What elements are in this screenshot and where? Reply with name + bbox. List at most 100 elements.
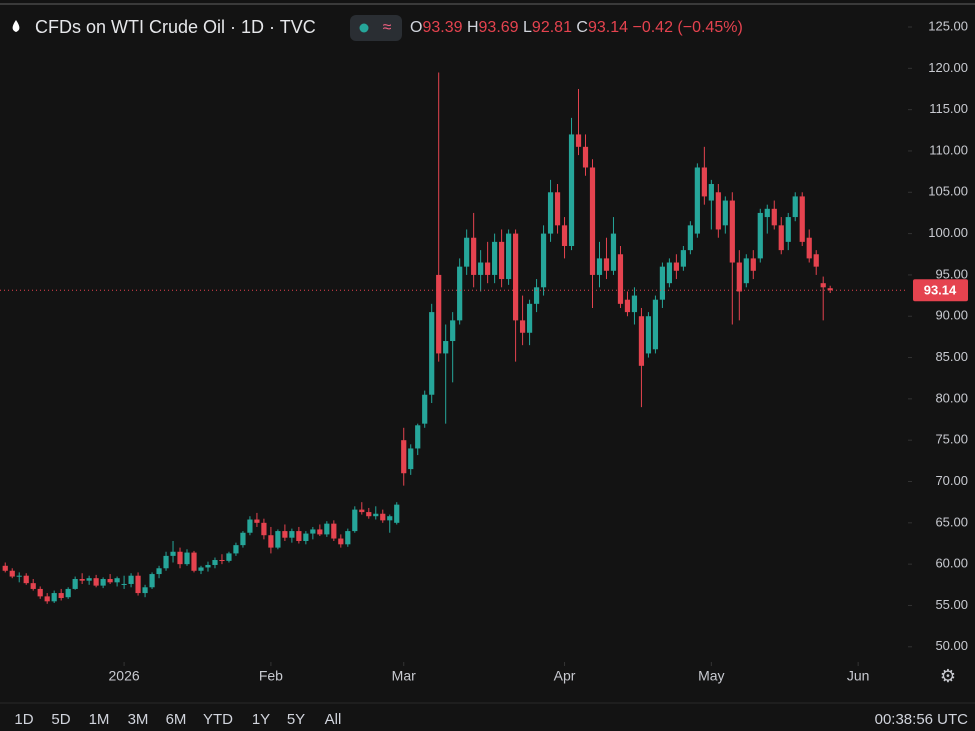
candle-body [219, 560, 225, 562]
range-button[interactable]: 1M [89, 711, 110, 728]
candle-body [373, 513, 379, 517]
candle-body [771, 208, 777, 226]
candle-body [687, 225, 693, 251]
candle-body [610, 233, 617, 271]
candle-body [191, 552, 197, 571]
y-tick-label: 75.00 [935, 432, 968, 447]
candle-body [352, 509, 358, 532]
candle-body [156, 568, 162, 575]
ohlc-legend: O93.39 H93.69 L92.81 C93.14 −0.42 (−0.45… [410, 19, 743, 36]
candle-body [366, 512, 372, 517]
range-button[interactable]: 1D [14, 711, 33, 728]
candle-body [436, 274, 442, 354]
ohlc-value: 93.69 [479, 19, 519, 36]
range-button[interactable]: All [325, 711, 342, 728]
candle-body [694, 167, 700, 234]
candle-body [408, 448, 414, 470]
candle-body [540, 233, 547, 288]
candle-body [163, 555, 169, 569]
y-tick-label: 65.00 [935, 514, 968, 529]
candle-body [65, 588, 71, 598]
candle-body [506, 233, 512, 280]
candle-body [443, 341, 449, 354]
y-tick-label: 50.00 [935, 638, 968, 653]
candle-body [268, 535, 274, 548]
candle-body [603, 258, 610, 271]
candle-body [492, 241, 498, 275]
candle-body [9, 570, 15, 577]
candle-body [226, 553, 232, 561]
candle-body [464, 237, 470, 267]
candle-body [478, 262, 484, 275]
candle-body [2, 565, 8, 571]
candle-body [338, 538, 344, 545]
candle-body [778, 225, 784, 251]
candle-body [44, 596, 50, 602]
range-button[interactable]: 1Y [252, 711, 270, 728]
candle-body [526, 303, 533, 333]
candle-body [289, 531, 295, 538]
settings-icon[interactable]: ⚙ [940, 666, 956, 686]
candle-body [212, 560, 218, 565]
candle-body [785, 217, 791, 242]
candle-body [568, 134, 575, 246]
candle-body [589, 167, 596, 275]
x-tick-label: 2026 [109, 668, 140, 684]
range-button[interactable]: 5D [51, 711, 70, 728]
candle-body [58, 593, 64, 599]
ohlc-value: 93.14 [588, 19, 628, 36]
status-badge [350, 15, 402, 41]
candle-body [729, 200, 735, 263]
candle-body [275, 531, 281, 548]
candle-body [813, 254, 819, 267]
candle-body [86, 578, 92, 581]
x-tick-label: Mar [392, 668, 416, 684]
candle-body [37, 588, 43, 597]
candle-body [170, 551, 176, 556]
candle-body [415, 425, 421, 449]
y-tick-label: 125.00 [928, 18, 968, 33]
candle-body [799, 196, 805, 242]
clock: 00:38:56 UTC [875, 711, 969, 728]
candle-body [575, 134, 582, 147]
candle-body [93, 578, 99, 586]
range-button[interactable]: YTD [203, 711, 233, 728]
candle-body [750, 258, 756, 271]
candle-body [296, 531, 302, 542]
candle-body [394, 504, 400, 523]
candle-body [16, 575, 22, 577]
x-tick-label: Apr [554, 668, 576, 684]
candle-body [617, 254, 624, 304]
y-tick-label: 105.00 [928, 184, 968, 199]
candle-body [23, 575, 29, 584]
y-tick-label: 60.00 [935, 556, 968, 571]
candle-body [121, 583, 127, 585]
range-button[interactable]: 3M [128, 711, 149, 728]
candle-body [680, 250, 686, 267]
candle-body [708, 184, 714, 201]
y-tick-label: 110.00 [929, 142, 968, 157]
y-tick-label: 70.00 [935, 473, 968, 488]
y-tick-label: 85.00 [935, 349, 968, 364]
candle-body [624, 299, 631, 313]
candle-body [792, 196, 798, 218]
candle-body [715, 192, 721, 230]
candle-body [317, 529, 323, 535]
candle-body [331, 523, 337, 539]
candle-body [422, 394, 428, 424]
candle-body [485, 262, 491, 275]
candle-body [429, 312, 435, 395]
range-button[interactable]: 5Y [287, 711, 305, 728]
candle-body [135, 575, 141, 594]
range-button[interactable]: 6M [166, 711, 187, 728]
candle-body [198, 567, 204, 571]
candle-body [51, 593, 57, 602]
candle-body [184, 552, 190, 565]
candle-body [743, 258, 749, 284]
x-tick-label: May [698, 668, 724, 684]
ohlc-key: C [576, 19, 588, 36]
candle-body [666, 262, 672, 284]
ohlc-key: O [410, 19, 422, 36]
candle-body [72, 579, 78, 589]
